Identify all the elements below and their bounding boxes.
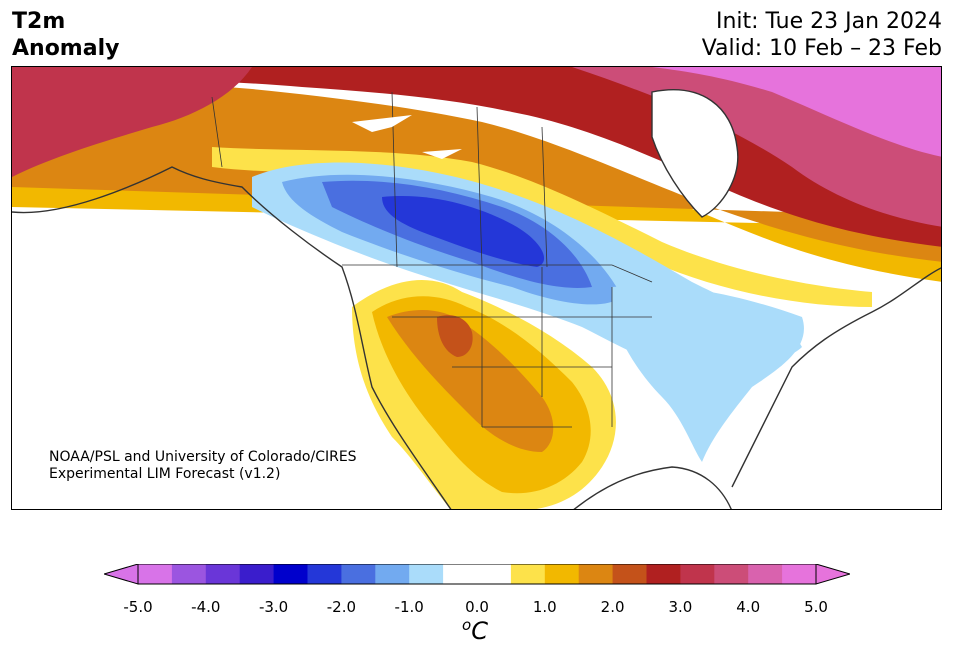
atlantic-ocean <box>732 327 941 509</box>
title-line-1: T2m <box>12 9 66 34</box>
colorbar-cell <box>171 564 207 584</box>
colorbar-cell <box>477 564 512 584</box>
colorbar-tick-label: 5.0 <box>804 598 828 616</box>
colorbar-tick-label: -1.0 <box>394 598 424 616</box>
colorbar-cell <box>544 564 580 584</box>
colorbar-tick-label: 0.0 <box>465 598 489 616</box>
credit-text: NOAA/PSL and University of Colorado/CIRE… <box>49 449 357 483</box>
colorbar-cell <box>612 564 647 584</box>
warm-band-yellow-edge <box>212 147 872 307</box>
colorbar-cell <box>714 564 749 584</box>
warm-sw-rust <box>437 315 473 357</box>
colorbar-cell <box>578 564 614 584</box>
colorbar-tick-label: 2.0 <box>600 598 625 616</box>
anomaly-map <box>11 66 942 510</box>
great-slave-lake <box>422 149 462 159</box>
colorbar-cell <box>205 564 241 584</box>
credit-line-1: NOAA/PSL and University of Colorado/CIRE… <box>49 449 357 465</box>
colorbar-cell <box>443 564 478 584</box>
colorbar-cells <box>138 564 817 584</box>
colorbar-tick-label: 4.0 <box>736 598 761 616</box>
colorbar-cell <box>375 564 410 584</box>
colorbar-outline <box>137 564 817 585</box>
colorbar-tick-label: 3.0 <box>668 598 693 616</box>
credit-line-2: Experimental LIM Forecast (v1.2) <box>49 466 281 482</box>
coastlines <box>12 89 941 509</box>
colorbar-cell <box>748 564 783 584</box>
units-letter: C <box>471 617 488 645</box>
great-bear-lake <box>352 115 412 132</box>
colorbar-cell <box>239 564 275 584</box>
colorbar-cell <box>646 564 681 584</box>
colorbar-cell <box>782 564 817 584</box>
colorbar-tick-label: -2.0 <box>326 598 357 616</box>
cold-deep-blue <box>382 196 545 267</box>
colorbar-cell <box>341 564 376 584</box>
colorbar-cell <box>273 564 308 584</box>
colorbar-cell <box>680 564 715 584</box>
pacific-ocean <box>12 217 450 509</box>
units-degree-symbol: o <box>462 616 472 634</box>
political-borders <box>211 91 653 428</box>
warm-band-alaska-crimson <box>12 67 252 177</box>
colorbar-cell <box>138 564 173 584</box>
colorbar-cell <box>409 564 444 584</box>
map-title: T2m Anomaly <box>12 8 119 62</box>
units-label: oC <box>462 616 488 645</box>
colorbar-high-arrow <box>815 564 850 585</box>
colorbar <box>104 564 850 585</box>
colorbar-tick-label: -4.0 <box>191 598 221 616</box>
colorbar-tick-label: -5.0 <box>123 598 153 616</box>
colorbar-low-arrow <box>104 564 139 585</box>
title-line-2: Anomaly <box>12 36 120 61</box>
colorbar-cell <box>510 564 546 584</box>
init-date-label: Init: Tue 23 Jan 2024 <box>715 9 942 34</box>
forecast-dates: Init: Tue 23 Jan 2024 Valid: 10 Feb – 23… <box>702 8 942 62</box>
valid-date-label: Valid: 10 Feb – 23 Feb <box>701 36 942 61</box>
gulf-of-mexico <box>573 462 732 509</box>
colorbar-cell <box>307 564 342 584</box>
map-svg <box>12 67 941 509</box>
warm-sw-orange <box>387 310 554 452</box>
colorbar-tick-label: 1.0 <box>532 598 557 616</box>
colorbar-tick-label: -3.0 <box>258 598 289 616</box>
hudson-bay <box>652 89 738 217</box>
cold-east-light-blue <box>612 285 804 462</box>
warm-band-greenland-pink <box>652 67 941 157</box>
